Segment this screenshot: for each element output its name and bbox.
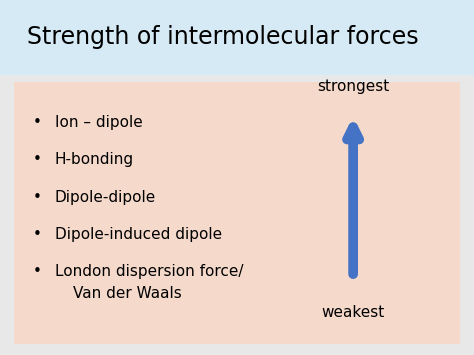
Text: Ion – dipole: Ion – dipole [55, 115, 142, 130]
Text: Dipole-induced dipole: Dipole-induced dipole [55, 227, 222, 242]
Text: Dipole-dipole: Dipole-dipole [55, 190, 156, 204]
Text: •: • [33, 190, 42, 204]
Text: •: • [33, 227, 42, 242]
Text: London dispersion force/: London dispersion force/ [55, 264, 243, 279]
Text: •: • [33, 115, 42, 130]
Text: •: • [33, 264, 42, 279]
Text: strongest: strongest [317, 80, 389, 94]
Text: •: • [33, 152, 42, 167]
Text: H-bonding: H-bonding [55, 152, 134, 167]
Text: Van der Waals: Van der Waals [73, 286, 182, 301]
Text: weakest: weakest [321, 305, 385, 320]
Text: Strength of intermolecular forces: Strength of intermolecular forces [27, 25, 419, 49]
